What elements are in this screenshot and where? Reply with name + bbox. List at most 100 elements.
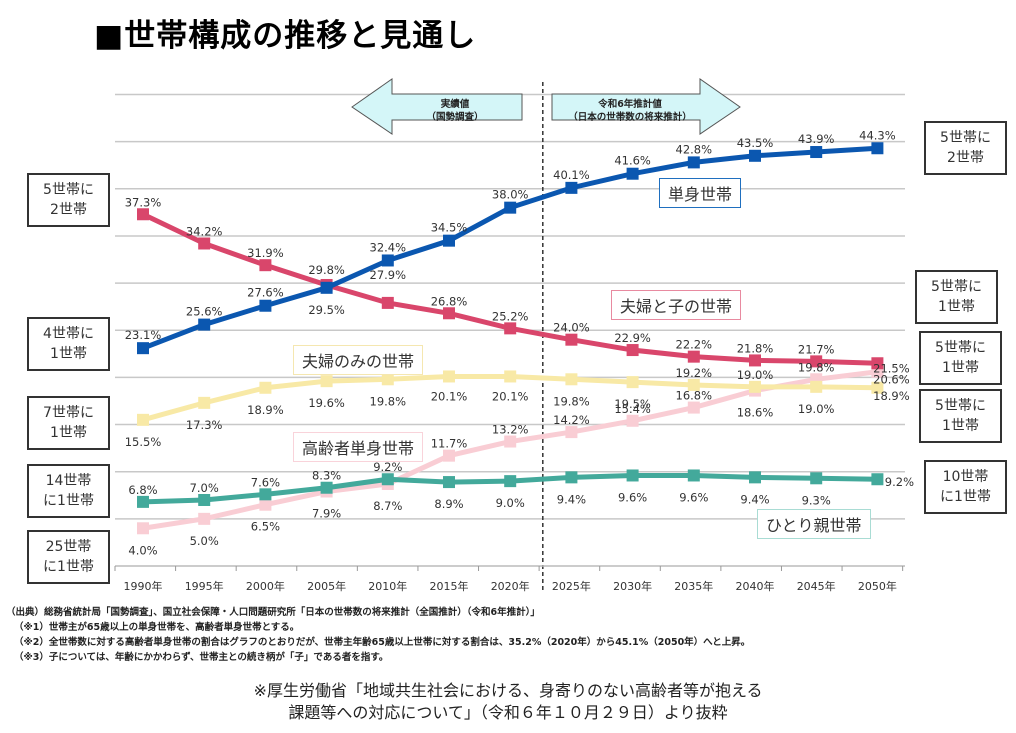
data-label-single: 27.6% (247, 286, 284, 300)
box-line1: 4世帯に (43, 326, 94, 342)
left-ratio-box-couple-only: 7世帯に 1世帯 (27, 396, 110, 450)
x-tick-label: 2005年 (307, 579, 346, 593)
citation-line1: ※厚生労働省「地域共生社会における、身寄りのない高齢者等が抱える (253, 681, 763, 700)
x-tick-label: 2015年 (430, 579, 469, 593)
x-tick-label: 2020年 (491, 579, 530, 593)
left-ratio-box-single: 4世帯に 1世帯 (27, 317, 110, 371)
data-point-single_parent (565, 471, 578, 484)
data-point-couple_child (871, 357, 884, 370)
right-ratio-box-single-parent: 10世帯 に1世帯 (924, 460, 1007, 514)
data-label-couple_child: 31.9% (247, 246, 284, 260)
data-point-couple_only (749, 380, 761, 393)
data-label-single_parent: 9.4% (740, 492, 769, 506)
data-label-single_parent: 8.3% (312, 469, 341, 483)
left-ratio-box-elderly-single: 25世帯 に1世帯 (27, 530, 110, 584)
data-point-elderly_single (565, 426, 578, 439)
data-label-single: 42.8% (676, 142, 713, 156)
data-point-single_parent (137, 495, 149, 508)
data-point-single (504, 201, 517, 214)
data-point-single_parent (626, 469, 639, 482)
actual-arrow-line1: 実績値 (440, 99, 470, 110)
box-line1: 10世帯 (942, 469, 989, 485)
box-line2: 1世帯 (938, 299, 975, 315)
box-line1: 5世帯に (935, 398, 986, 414)
data-label-single: 43.5% (737, 136, 774, 150)
data-point-couple_only (504, 370, 517, 383)
projection-arrow-line1: 令和6年推計値 (598, 99, 662, 110)
box-line1: 5世帯に (935, 340, 986, 356)
data-label-couple_only: 18.9% (873, 389, 910, 403)
data-point-single (565, 181, 578, 194)
data-label-elderly_single: 18.6% (737, 406, 774, 420)
data-label-elderly_single: 13.2% (492, 423, 529, 437)
data-point-couple_child (504, 322, 517, 335)
data-label-couple_only: 19.0% (798, 402, 835, 416)
data-label-single: 43.9% (798, 132, 835, 146)
x-tick-label: 2040年 (736, 579, 775, 593)
series-label-couple-only: 夫婦のみの世帯 (293, 345, 424, 375)
data-point-single_parent (871, 473, 884, 486)
projection-arrow-line2: （日本の世帯数の将来推計） (568, 112, 692, 123)
box-line2: 1世帯 (942, 418, 979, 434)
data-label-elderly_single: 11.7% (431, 437, 468, 451)
data-label-single_parent: 7.0% (190, 481, 219, 495)
page-title: ■世帯構成の推移と見通し (94, 18, 477, 54)
footnotes: （出典）総務省統計局「国勢調査」、国立社会保障・人口問題研究所「日本の世帯数の将… (6, 605, 750, 665)
data-point-single_parent (259, 488, 272, 501)
x-tick-label: 2050年 (858, 579, 897, 593)
data-point-couple_only (565, 373, 578, 386)
data-label-single_parent: 9.4% (557, 492, 586, 506)
data-point-couple_child (443, 307, 455, 320)
data-point-couple_only (810, 380, 823, 393)
data-point-elderly_single (443, 449, 455, 462)
data-label-single_parent: 9.6% (618, 490, 647, 504)
data-label-single: 34.5% (431, 221, 468, 235)
box-line2: 1世帯 (942, 360, 979, 376)
box-line2: 1世帯 (50, 346, 87, 362)
x-axis: 1990年 1995年 2000年 2005年 2010年 2015年 2020年 2025年… (114, 565, 905, 593)
data-point-single (443, 234, 455, 247)
data-point-couple_child (381, 296, 394, 309)
data-label-single_parent: 9.0% (496, 496, 525, 510)
data-point-elderly_single (687, 401, 700, 414)
data-point-single_parent (320, 481, 333, 494)
data-label-couple_child: 22.2% (676, 338, 713, 352)
right-arrow-icon (551, 78, 741, 135)
data-label-couple_only: 19.8% (370, 394, 407, 408)
data-point-elderly_single (137, 522, 149, 535)
data-label-single_parent: 9.6% (679, 490, 708, 504)
data-labels: 23.1% 25.6% 27.6% 29.5% 32.4% 34.5% 38.0% 40.1%… (125, 128, 914, 557)
data-label-couple_child: 24.0% (553, 321, 590, 335)
data-label-single_parent: 9.3% (802, 493, 831, 507)
data-label-single: 32.4% (370, 240, 407, 254)
series-label-single: 単身世帯 (659, 178, 742, 208)
box-line1: 5世帯に (931, 279, 982, 295)
box-line1: 14世帯 (45, 473, 92, 489)
x-tick-label: 2025年 (552, 579, 591, 593)
data-label-elderly_single: 5.0% (190, 534, 219, 548)
data-point-single (198, 318, 211, 331)
data-label-couple_only: 17.3% (186, 418, 223, 432)
box-line1: 5世帯に (43, 182, 94, 198)
data-label-couple_only: 20.1% (492, 389, 529, 403)
data-point-single (626, 167, 639, 180)
data-point-couple_only (381, 373, 394, 386)
data-label-single: 29.5% (308, 303, 345, 317)
box-line2: 1世帯 (50, 425, 87, 441)
x-tick-label: 2030年 (613, 579, 652, 593)
data-point-couple_child (137, 208, 149, 221)
data-label-single_parent: 7.6% (251, 475, 280, 489)
data-point-single_parent (381, 473, 394, 486)
data-label-couple_only: 15.5% (125, 435, 162, 449)
left-arrow-icon (351, 78, 523, 135)
data-label-couple_child: 29.8% (308, 263, 345, 277)
data-label-couple_child: 21.7% (798, 342, 835, 356)
data-label-elderly_single: 16.8% (676, 389, 713, 403)
right-ratio-box-couple-child: 5世帯に 1世帯 (915, 270, 998, 324)
data-point-single (810, 146, 823, 159)
right-ratio-box-single: 5世帯に 2世帯 (924, 121, 1007, 175)
data-point-single_parent (749, 471, 761, 484)
data-point-single (259, 299, 272, 312)
right-ratio-box-elderly-single: 5世帯に 1世帯 (919, 331, 1002, 385)
data-point-couple_only (687, 378, 700, 391)
